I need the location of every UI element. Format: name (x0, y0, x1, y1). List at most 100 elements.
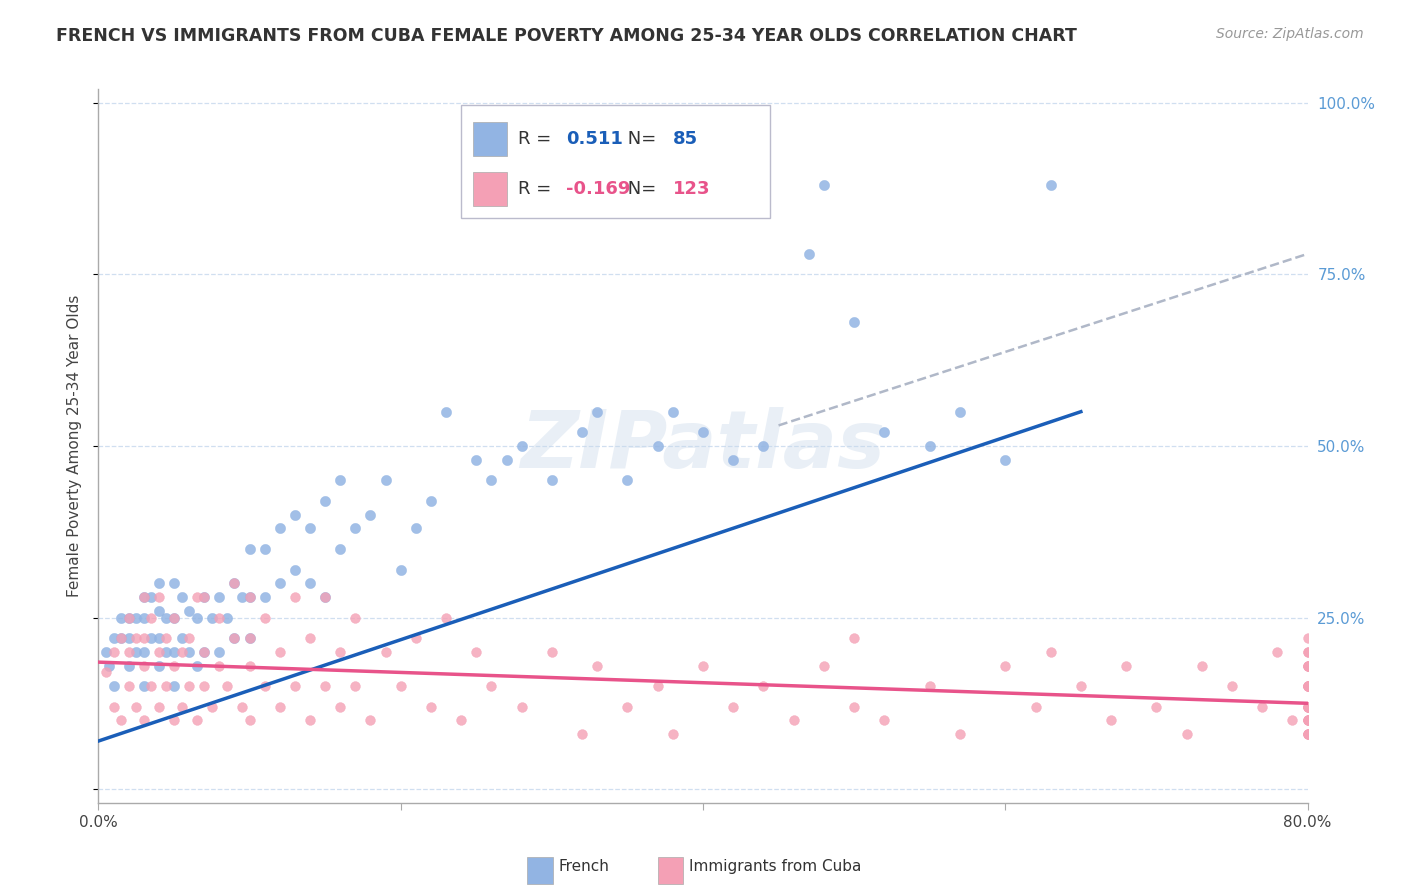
Point (239, 541, 262, 556)
Point (1296, 645, 1319, 659)
Point (193, 645, 215, 659)
Point (253, 590, 276, 604)
Point (269, 576, 291, 591)
Point (1099, 714, 1122, 728)
Point (994, 658, 1017, 673)
Point (314, 590, 336, 604)
Point (179, 679, 201, 693)
Point (98, 658, 121, 673)
Point (1191, 658, 1213, 673)
Point (193, 679, 215, 693)
Text: FRENCH VS IMMIGRANTS FROM CUBA FEMALE POVERTY AMONG 25-34 YEAR OLDS CORRELATION : FRENCH VS IMMIGRANTS FROM CUBA FEMALE PO… (56, 27, 1077, 45)
Text: R =: R = (517, 130, 557, 148)
Point (389, 679, 412, 693)
Point (284, 679, 307, 693)
Point (299, 576, 322, 591)
Point (1296, 631, 1319, 645)
Point (239, 631, 262, 645)
Point (783, 714, 806, 728)
Point (1039, 178, 1062, 193)
Point (103, 679, 125, 693)
Point (269, 699, 291, 714)
Point (141, 590, 163, 604)
Point (344, 521, 367, 535)
Point (231, 590, 253, 604)
Point (481, 679, 503, 693)
Text: 0.511: 0.511 (567, 130, 623, 148)
Point (299, 631, 322, 645)
Point (103, 631, 125, 645)
Point (1024, 699, 1046, 714)
Point (132, 714, 155, 728)
Point (118, 658, 141, 673)
Point (873, 714, 896, 728)
Point (1296, 714, 1319, 728)
Point (1296, 727, 1319, 741)
Point (692, 425, 714, 440)
Point (1220, 679, 1243, 693)
Point (141, 631, 163, 645)
Point (163, 645, 186, 659)
Point (110, 631, 132, 645)
Point (118, 679, 141, 693)
Point (163, 658, 186, 673)
Point (110, 610, 132, 624)
Point (434, 610, 457, 624)
Text: ZIPatlas: ZIPatlas (520, 407, 886, 485)
Point (434, 405, 457, 419)
Point (844, 699, 866, 714)
Y-axis label: Female Poverty Among 25-34 Year Olds: Female Poverty Among 25-34 Year Olds (67, 295, 83, 597)
Point (813, 658, 835, 673)
Point (465, 645, 488, 659)
Point (1296, 699, 1319, 714)
Text: French: French (558, 859, 609, 873)
Point (118, 610, 141, 624)
Text: N=: N= (621, 180, 662, 198)
Point (155, 631, 177, 645)
Point (239, 631, 262, 645)
Point (1175, 727, 1198, 741)
Point (125, 610, 148, 624)
Point (224, 576, 246, 591)
Point (253, 679, 276, 693)
Point (949, 405, 972, 419)
Point (949, 727, 972, 741)
Point (1296, 658, 1319, 673)
Point (723, 699, 745, 714)
Point (132, 658, 155, 673)
Point (1296, 679, 1319, 693)
Point (586, 405, 609, 419)
Point (239, 590, 262, 604)
Point (1251, 699, 1274, 714)
Point (1296, 679, 1319, 693)
Point (239, 714, 262, 728)
Point (155, 610, 177, 624)
Point (118, 610, 141, 624)
Point (344, 679, 367, 693)
Point (661, 405, 683, 419)
Point (125, 699, 148, 714)
Point (571, 425, 593, 440)
Point (170, 590, 193, 604)
Point (360, 508, 382, 522)
Point (420, 494, 443, 508)
Point (1296, 714, 1319, 728)
Point (170, 631, 193, 645)
Point (1296, 679, 1319, 693)
Point (616, 699, 638, 714)
Point (752, 439, 775, 453)
Point (163, 679, 186, 693)
Text: 123: 123 (672, 180, 710, 198)
Point (163, 576, 186, 591)
Point (1070, 679, 1092, 693)
Point (661, 727, 683, 741)
Text: Source: ZipAtlas.com: Source: ZipAtlas.com (1216, 27, 1364, 41)
Bar (474, 122, 508, 156)
Point (405, 521, 427, 535)
Point (1296, 714, 1319, 728)
Point (215, 610, 238, 624)
Point (1296, 658, 1319, 673)
Point (132, 645, 155, 659)
Point (1281, 714, 1303, 728)
Point (224, 631, 246, 645)
